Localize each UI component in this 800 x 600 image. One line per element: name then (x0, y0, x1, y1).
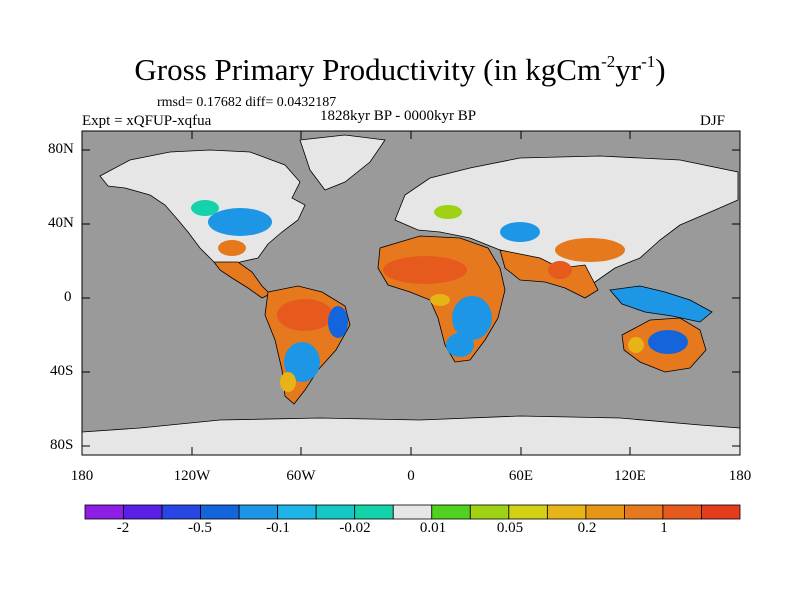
colorbar-label: 1 (660, 520, 668, 536)
central-america-land (213, 261, 271, 299)
china-warm-patch (555, 238, 625, 262)
na-south-warm-patch (218, 240, 246, 256)
sa-south-cool-patch (284, 342, 320, 382)
colorbar (84, 504, 741, 520)
axis-ticks (81, 131, 741, 455)
colorbar-swatch (624, 504, 664, 520)
colorbar-swatch (546, 504, 587, 520)
map-title: Gross Primary Productivity (in kgCm-2yr-… (134, 52, 666, 87)
y-tick-label: 40N (48, 215, 74, 231)
australia-cold-patch (648, 330, 688, 354)
greenland-land (299, 134, 386, 191)
colorbar-swatch (315, 504, 356, 520)
colorbar-swatch (84, 504, 124, 520)
period-label: 1828kyr BP - 0000kyr BP (320, 108, 477, 124)
experiment-label: Expt = xQFUP-xqfua (82, 113, 212, 129)
colorbar-swatch (200, 504, 240, 520)
colorbar-swatch (508, 504, 548, 520)
asia-central-cool-patch (500, 222, 540, 242)
colorbar-label: -0.5 (188, 520, 212, 536)
colorbar-swatch (469, 504, 510, 520)
colorbar-label: 0.01 (419, 520, 447, 536)
colorbar-swatch (123, 504, 163, 520)
stats-text: rmsd= 0.17682 diff= 0.0432187 (157, 95, 337, 110)
africa-amber-patch (430, 294, 450, 306)
x-tick-label: 0 (407, 468, 415, 484)
colorbar-label: 0.05 (496, 520, 524, 536)
na-teal-patch (191, 200, 219, 216)
x-tick-label: 60E (508, 468, 534, 484)
africa-south-cool-patch (446, 333, 474, 357)
anomaly-patches (191, 200, 688, 392)
y-tick-label: 40S (50, 363, 74, 379)
eurasia-land (394, 155, 739, 291)
colorbar-label: 0.2 (577, 520, 597, 536)
y-tick-label: 80S (50, 437, 74, 453)
colorbar-label: -2 (116, 520, 130, 536)
colorbar-swatch (238, 504, 279, 520)
colorbar-swatch (161, 504, 201, 520)
colorbar-swatch (392, 504, 433, 520)
colorbar-swatch (431, 504, 471, 520)
colorbar-label: -0.1 (266, 520, 290, 536)
x-tick-label: 180 (70, 468, 94, 484)
x-tick-label: 120E (614, 468, 646, 484)
australia-west-amber-patch (628, 337, 644, 353)
na-north-cool-patch (208, 208, 272, 236)
southeast-asia-land (609, 285, 713, 323)
sa-north-hot-patch (277, 299, 333, 331)
india-hot-patch (548, 261, 572, 279)
colorbar-label: -0.02 (339, 520, 371, 536)
colorbar-swatch (354, 504, 394, 520)
colorbar-swatch (277, 504, 317, 520)
sa-amber-patch (280, 372, 296, 392)
colorbar-swatch (662, 504, 702, 520)
africa-central-cool-patch (452, 296, 492, 340)
season-label: DJF (700, 113, 726, 129)
colorbar-swatch (701, 504, 741, 520)
y-tick-label: 80N (48, 141, 74, 157)
colorbar-swatch (585, 504, 625, 520)
x-tick-label: 60W (286, 468, 316, 484)
africa-sahel-hot-patch (383, 256, 467, 284)
europe-green-patch (434, 205, 462, 219)
y-tick-label: 0 (64, 289, 72, 305)
sa-east-cold-patch (328, 306, 348, 338)
x-tick-label: 120W (173, 468, 211, 484)
x-tick-label: 180 (728, 468, 752, 484)
